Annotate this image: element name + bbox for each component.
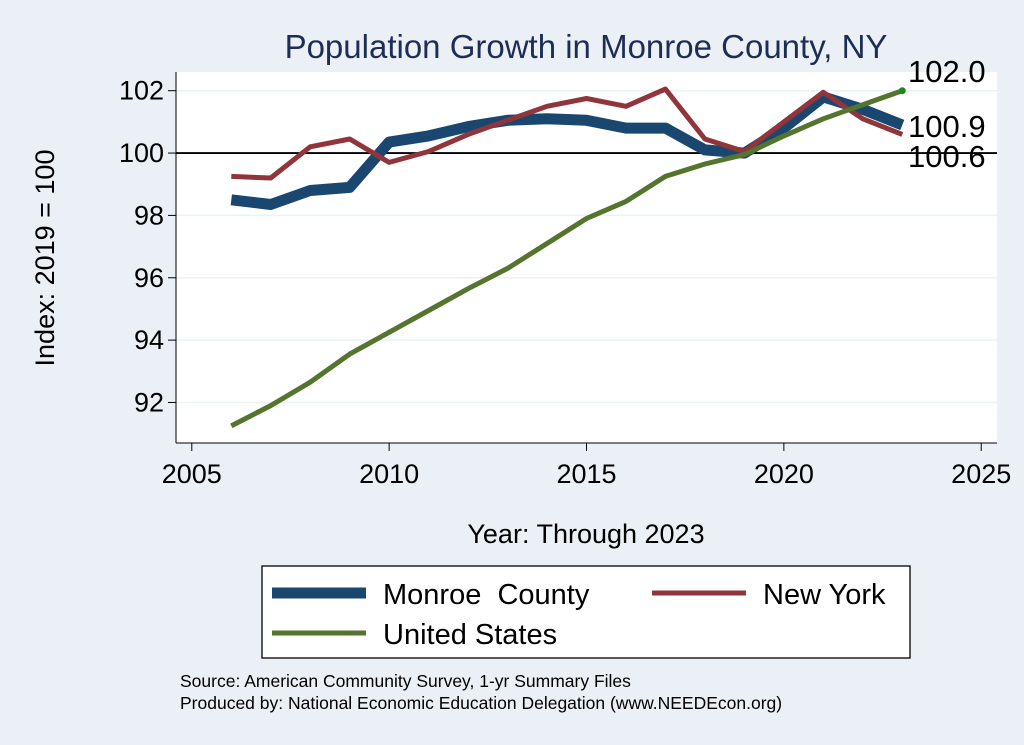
series-line-monroe-county: [230, 91, 905, 210]
chart-title: Population Growth in Monroe County, NY: [285, 28, 888, 65]
y-tick-label-98: 98: [134, 200, 164, 230]
legend-label-monroe-county: Monroe County: [383, 579, 590, 611]
end-label-united-states: 102.0: [908, 54, 986, 89]
y-tick-label-94: 94: [134, 325, 164, 355]
x-tick-label-2005: 2005: [162, 459, 222, 489]
x-tick-label-2010: 2010: [359, 459, 419, 489]
legend-label-new-york: New York: [763, 579, 886, 611]
series-lines: [230, 86, 906, 429]
y-tick-label-92: 92: [134, 387, 164, 417]
y-axis-ticks: 92 94 96 98 100 102: [119, 76, 176, 417]
end-label-monroe-county: 100.9: [908, 109, 986, 144]
series-line-new-york: [231, 86, 904, 181]
legend: Monroe County New York United States: [261, 565, 911, 659]
gridlines: [176, 89, 997, 404]
series-line-united-states: [230, 88, 904, 429]
y-tick-label-102: 102: [119, 76, 164, 106]
producer-note: Produced by: National Economic Education…: [180, 693, 782, 713]
x-axis-title: Year: Through 2023: [467, 519, 704, 549]
x-axis-ticks: 2005 2010 2015 2020 2025: [162, 443, 1011, 489]
x-tick-label-2015: 2015: [556, 459, 616, 489]
legend-label-united-states: United States: [383, 619, 557, 651]
legend-box: [261, 565, 911, 659]
end-label-new-york: 100.6: [908, 139, 986, 174]
x-tick-label-2020: 2020: [754, 459, 814, 489]
y-tick-label-96: 96: [134, 263, 164, 293]
y-axis-title: Index: 2019 = 100: [30, 150, 60, 367]
y-tick-label-100: 100: [119, 138, 164, 168]
x-tick-label-2025: 2025: [951, 459, 1011, 489]
end-marker-united-states: [898, 87, 906, 95]
source-note: Source: American Community Survey, 1-yr …: [180, 671, 631, 691]
